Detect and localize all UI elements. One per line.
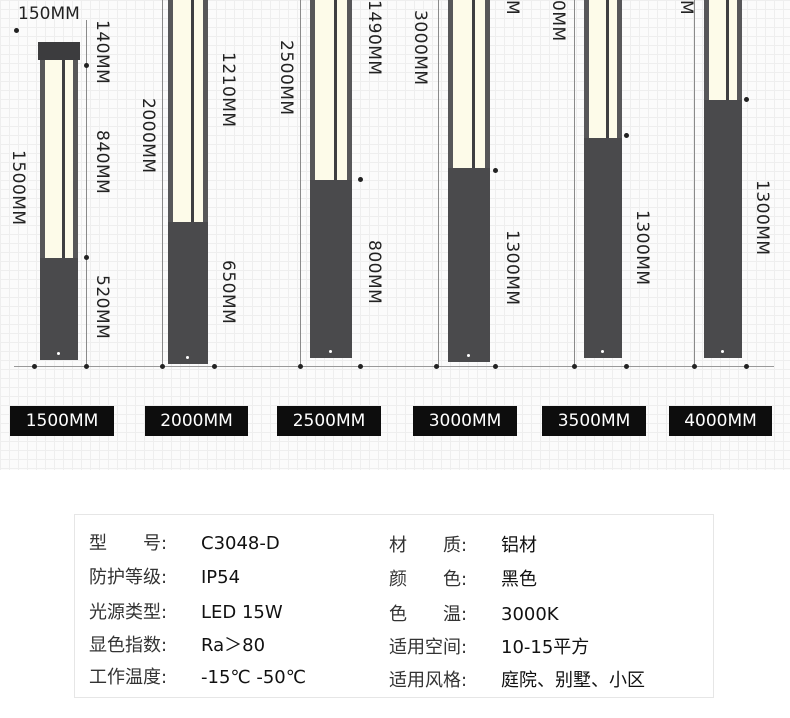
spec-value: 3000K <box>501 604 559 625</box>
dim-dot <box>493 364 498 369</box>
spec-value: Ra＞80 <box>201 635 266 656</box>
spec-value: 10-15平方 <box>501 637 590 658</box>
dim-label-p1-total: 1500MM <box>8 150 28 226</box>
spec-key: 防护等级: <box>89 567 168 588</box>
dim-label-p5-top: 0MM <box>548 0 568 42</box>
spec-row: 适用空间: 10-15平方 <box>389 633 589 659</box>
dim-dot <box>692 364 697 369</box>
dim-dot <box>434 364 439 369</box>
pole-2-dim-line <box>162 0 163 368</box>
spec-row: 适用风格: 庭院、别墅、小区 <box>389 666 645 692</box>
dim-label-p4-top: M <box>502 0 522 16</box>
size-label-2000: 2000MM <box>145 406 248 436</box>
spec-row: 工作温度: -15℃ -50℃ <box>89 663 306 689</box>
spec-value: 黑色 <box>501 569 537 590</box>
spec-row: 防护等级: IP54 <box>89 563 240 589</box>
dim-label-p4-body: 1300MM <box>502 230 522 306</box>
dim-label-p3-light: 1490MM <box>364 0 384 76</box>
dim-dot <box>84 255 89 260</box>
dim-label-p1-light: 840MM <box>92 130 112 195</box>
dim-dot <box>298 364 303 369</box>
spec-row: 色 温: 3000K <box>389 600 559 626</box>
dim-dot <box>358 364 363 369</box>
pole-5-body <box>584 138 622 358</box>
spec-key: 适用空间: <box>389 637 468 658</box>
spec-value: LED 15W <box>201 602 283 623</box>
spec-key: 适用风格: <box>389 670 468 691</box>
spec-row: 光源类型: LED 15W <box>89 598 283 624</box>
spec-table: 型 号: C3048-D 防护等级: IP54 光源类型: LED 15W 显色指数:… <box>74 514 714 698</box>
spec-value: -15℃ -50℃ <box>201 667 306 688</box>
pole-1-cap <box>38 42 80 60</box>
spec-value: IP54 <box>201 567 241 588</box>
pole-4-light <box>448 0 490 168</box>
dim-label-p6-top: M <box>676 0 696 16</box>
dim-dot <box>84 364 89 369</box>
spec-value: 铝材 <box>501 535 537 556</box>
spec-key: 色 温: <box>389 604 468 625</box>
size-label-2500: 2500MM <box>277 406 381 436</box>
dim-label-p2-body: 650MM <box>218 260 238 325</box>
dim-label-p1-body: 520MM <box>92 275 112 340</box>
pole-6-dim-line <box>694 0 695 368</box>
dim-label-p2-total: 2000MM <box>138 98 158 174</box>
spec-key: 显色指数: <box>89 635 168 656</box>
pole-1-body <box>40 258 78 360</box>
spec-value: C3048-D <box>201 533 280 554</box>
dim-dot <box>212 364 217 369</box>
size-label-3500: 3500MM <box>542 406 646 436</box>
spec-key: 工作温度: <box>89 667 168 688</box>
pole-1-light <box>40 60 78 258</box>
ground-line <box>14 366 774 367</box>
pole-5-light <box>584 0 622 138</box>
pole-3-body <box>310 180 352 358</box>
spec-key: 型 号: <box>89 533 168 554</box>
pole-3-dim-line <box>300 0 301 368</box>
dimension-drawing: 150MM 140MM 840MM 1500MM 520MM 2000MM 12… <box>0 0 790 470</box>
pole-4-dim-line <box>438 0 439 368</box>
dim-label-p2-light: 1210MM <box>218 52 238 128</box>
dim-dot <box>32 364 37 369</box>
spec-key: 材 质: <box>389 535 468 556</box>
dim-label-p5-body: 1300MM <box>632 210 652 286</box>
dim-dot <box>493 168 498 173</box>
pole-6-light <box>704 0 742 100</box>
dim-dot <box>572 364 577 369</box>
dim-label-p1-top: 150MM <box>18 4 80 24</box>
pole-2-body <box>168 222 208 364</box>
dim-dot <box>624 133 629 138</box>
dim-dot <box>84 63 89 68</box>
spec-row: 材 质: 铝材 <box>389 531 537 557</box>
dim-label-p3-body: 800MM <box>364 240 384 305</box>
pole-3-light <box>310 0 352 180</box>
pole-4-body <box>448 168 490 362</box>
dim-label-p6-body: 1300MM <box>752 180 772 256</box>
size-label-1500: 1500MM <box>10 406 114 436</box>
spec-key: 颜 色: <box>389 569 468 590</box>
size-label-4000: 4000MM <box>669 406 772 436</box>
dim-dot <box>160 364 165 369</box>
spec-row: 颜 色: 黑色 <box>389 565 537 591</box>
dim-dot <box>744 364 749 369</box>
pole-1-dim-line <box>86 20 87 368</box>
spec-value: 庭院、别墅、小区 <box>501 670 645 691</box>
dim-label-p3-total: 2500MM <box>276 40 296 116</box>
pole-6-body <box>704 100 742 358</box>
size-label-3000: 3000MM <box>413 406 517 436</box>
dim-dot <box>624 364 629 369</box>
dim-label-p4-total: 3000MM <box>410 10 430 86</box>
pole-2-light <box>168 0 208 222</box>
dim-dot <box>358 177 363 182</box>
spec-key: 光源类型: <box>89 602 168 623</box>
dim-label-p1-cap: 140MM <box>92 20 112 85</box>
dim-dot <box>14 28 19 33</box>
spec-row: 型 号: C3048-D <box>89 529 280 555</box>
dim-dot <box>744 97 749 102</box>
pole-5-dim-line <box>574 0 575 368</box>
spec-row: 显色指数: Ra＞80 <box>89 631 265 657</box>
